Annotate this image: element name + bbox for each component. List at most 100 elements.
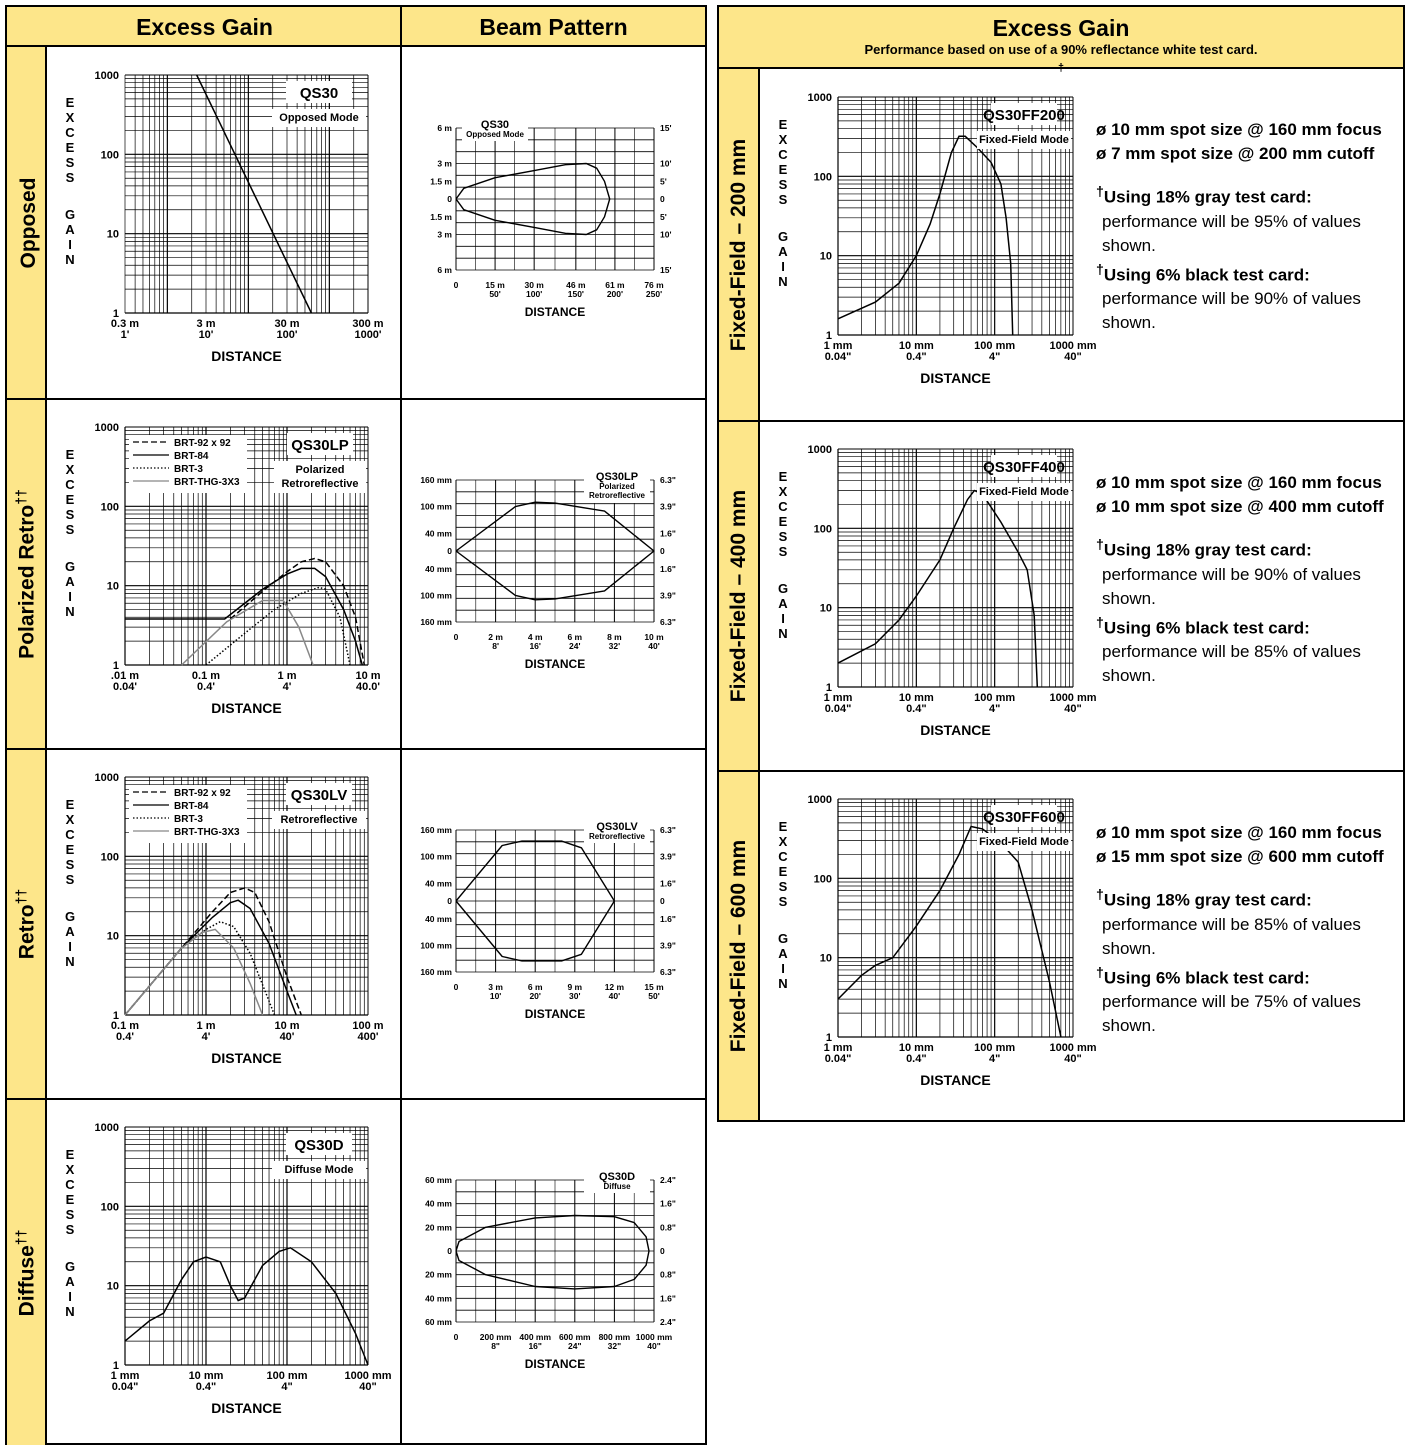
y-tick-label: 10 (107, 581, 119, 593)
y-tick-label: 100 (101, 851, 119, 863)
right-header: Excess Gain Performance based on use of … (719, 7, 1403, 74)
title-box (991, 455, 1057, 477)
y-tick-label: 10' (660, 159, 671, 169)
beam-pattern-chart-qs30lp: 160 mm 100 mm 40 mm 0 40 mm 100 mm 160 mm 6.3" 3… (420, 470, 676, 671)
y-axis-letter: E (779, 162, 788, 177)
chart-title: QS30 (300, 85, 338, 102)
x-tick-label: 4" (989, 703, 1000, 715)
x-tick-label: 40.0' (356, 681, 380, 693)
y-tick-label: 1000 (808, 92, 832, 104)
x-tick-label: 0 (454, 632, 459, 642)
chart-subtitle: Polarized (296, 464, 345, 476)
y-axis-letter: E (66, 447, 75, 462)
x-tick-label: 40' (609, 991, 620, 1001)
row-divider (7, 748, 705, 750)
title-box (286, 81, 352, 103)
x-tick-label: 50' (648, 991, 659, 1001)
x-tick-label: 250' (646, 289, 662, 299)
x-tick-label: 32" (608, 1341, 622, 1351)
y-tick-label: 0 (660, 546, 665, 556)
black-card-title: †Using 6% black test card: (1096, 961, 1396, 991)
series-line (837, 825, 1062, 1038)
x-tick-label: 300 m (352, 318, 383, 330)
y-tick-label: 1.6" (660, 528, 676, 538)
title-box (287, 433, 353, 455)
y-tick-label: 3.9" (660, 502, 676, 512)
excess-gain-chart-ff200: 1 10 100 1000 1 mm0.04" 10 mm0.4" 100 mm4" 1000… (778, 92, 1097, 386)
x-axis-label: DISTANCE (211, 700, 282, 716)
beam-outline (455, 162, 611, 236)
chart-subtitle: Opposed Mode (279, 112, 358, 124)
x-tick-label: 8' (492, 641, 499, 651)
chart-subtitle: Retroreflective (589, 832, 646, 841)
x-tick-label: 40' (280, 1031, 295, 1043)
y-tick-label: 1000 (808, 794, 832, 806)
y-axis-letter: G (65, 909, 75, 924)
excess-gain-chart-ff400: 1 10 100 1000 1 mm0.04" 10 mm0.4" 100 mm4" 1000… (778, 444, 1097, 738)
chart-subtitle: Diffuse Mode (284, 1164, 353, 1176)
x-tick-label: 2 m (488, 632, 503, 642)
y-axis-letter: I (68, 1289, 72, 1304)
subtitle-box (272, 811, 366, 829)
y-axis-letter: E (66, 842, 75, 857)
spot-line-2: ø 7 mm spot size @ 200 mm cutoff (1096, 144, 1375, 163)
x-tick-label: 1000 mm (1049, 692, 1096, 704)
y-tick-label: 10 (107, 1281, 119, 1293)
chart-title: QS30FF200 (983, 107, 1065, 124)
x-tick-label: 0.4' (197, 681, 215, 693)
y-axis-letter: I (68, 939, 72, 954)
y-tick-label: 6.3" (660, 475, 676, 485)
x-tick-label: 0.4" (906, 1053, 927, 1065)
y-tick-label: 160 mm (420, 475, 452, 485)
row-label-text: Fixed-Field – 600 mm (726, 839, 750, 1053)
y-axis-letter: S (779, 177, 788, 192)
chart-title: QS30 (481, 119, 509, 131)
gray-card-title: †Using 18% gray test card: (1096, 180, 1396, 210)
dagger: † (1096, 964, 1104, 981)
left-table (5, 5, 707, 1445)
gray-title-text: Using 18% gray test card: (1103, 890, 1312, 910)
subtitle-box (977, 833, 1071, 851)
spot-line-1: ø 10 mm spot size @ 160 mm focus (1096, 120, 1382, 139)
x-tick-label: 100 mm (974, 1042, 1015, 1054)
black-title-text: Using 6% black test card: (1103, 618, 1310, 638)
y-tick-label: 0.8" (660, 1270, 676, 1280)
spot-line-2: ø 10 mm spot size @ 400 mm cutoff (1096, 497, 1384, 516)
y-tick-label: 1000 (95, 70, 119, 82)
y-tick-label: 3 m (437, 159, 452, 169)
y-axis-letter: E (66, 95, 75, 110)
y-tick-label: 6.3" (660, 617, 676, 627)
y-axis-letter: E (779, 469, 788, 484)
x-tick-label: 100' (526, 289, 542, 299)
x-axis-label: DISTANCE (211, 348, 282, 364)
y-axis-letter: E (66, 492, 75, 507)
dagger: † (1096, 887, 1104, 903)
y-axis-letter: E (66, 797, 75, 812)
y-tick-label: 6 m (437, 265, 452, 275)
y-axis-letter: S (779, 529, 788, 544)
x-axis-label: DISTANCE (525, 1007, 585, 1021)
series-line (229, 557, 366, 666)
black-card-text: performance will be 90% of values shown. (1102, 289, 1361, 333)
x-tick-label: 1000 mm (344, 1370, 391, 1382)
x-tick-label: 100 mm (267, 1370, 308, 1382)
y-axis-letter: A (778, 596, 788, 611)
series-line (124, 899, 297, 1016)
x-tick-label: 1000 mm (636, 1332, 673, 1342)
chart-subtitle: Fixed-Field Mode (979, 486, 1069, 498)
black-card-title: †Using 6% black test card: (1096, 258, 1396, 288)
y-tick-label: 5' (660, 212, 667, 222)
subtitle-box (274, 461, 366, 493)
series-line (205, 586, 351, 666)
series-line (124, 887, 303, 1016)
y-tick-label: 100 (101, 1201, 119, 1213)
chart-title: QS30LV (291, 787, 347, 804)
right-header-sub: Performance based on use of a 90% reflec… (719, 41, 1403, 81)
x-tick-label: 0.04" (825, 1053, 852, 1065)
row-label-ff200: Fixed-Field – 200 mm (719, 69, 760, 420)
y-axis-letter: N (778, 976, 787, 991)
y-tick-label: 10 (107, 229, 119, 241)
x-tick-label: 10 mm (899, 692, 934, 704)
sub-sup: † (1057, 62, 1065, 74)
y-axis-letter: G (778, 581, 788, 596)
